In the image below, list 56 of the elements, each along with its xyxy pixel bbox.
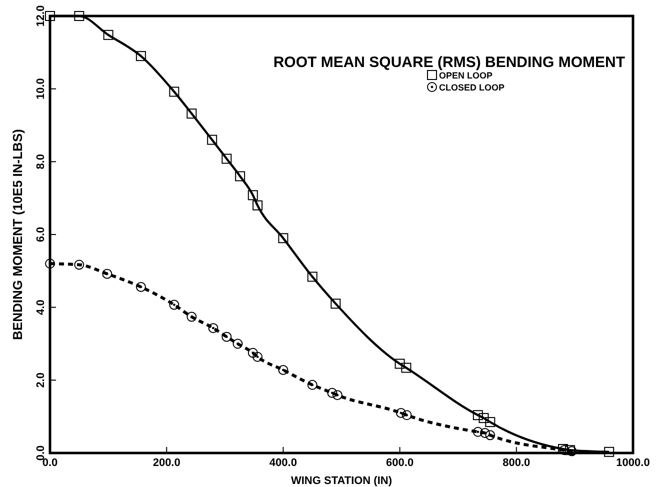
point [235, 171, 246, 182]
point [103, 30, 114, 40]
y-tick-label: 10.0 [35, 78, 47, 100]
y-tick-label: 12.0 [35, 5, 47, 27]
y-tick-label: 2.0 [35, 372, 47, 388]
point [102, 268, 112, 279]
point [396, 408, 406, 418]
y-tick-label: 4.0 [35, 300, 47, 315]
point [604, 446, 614, 457]
point [74, 260, 84, 270]
point [222, 154, 232, 164]
point [485, 417, 496, 428]
point [252, 200, 263, 210]
point [45, 11, 55, 21]
point [330, 298, 341, 309]
point [478, 413, 489, 424]
point [307, 272, 318, 282]
point [252, 352, 263, 362]
point [169, 86, 180, 97]
point [186, 312, 197, 322]
point [332, 390, 342, 400]
point [480, 428, 490, 438]
point [248, 190, 258, 200]
point [278, 364, 288, 375]
x-axis-title: WING STATION (IN) [290, 475, 392, 487]
y-axis-title: BENDING MOMENT (10E5 IN-LBS) [10, 129, 25, 340]
point [327, 388, 338, 398]
x-tick-label: 1000.0 [616, 457, 650, 469]
point [136, 282, 146, 292]
point [232, 338, 243, 349]
point [472, 426, 483, 437]
x-tick-label: 200.0 [152, 457, 180, 469]
point [136, 51, 146, 62]
legend-label: CLOSED LOOP [439, 82, 505, 92]
x-tick-label: 400.0 [269, 457, 297, 469]
text: ROOT MEAN SQUARE (RMS) BENDING MOMENT [273, 54, 625, 71]
point [45, 258, 55, 269]
point [472, 410, 483, 420]
y-tick-label: 8.0 [35, 154, 47, 170]
point [248, 348, 258, 358]
point [394, 358, 405, 369]
point [74, 11, 84, 21]
point [485, 430, 496, 440]
legend-label: OPEN LOOP [439, 70, 493, 80]
point [169, 300, 180, 310]
point [222, 332, 232, 342]
point [278, 233, 288, 244]
x-tick-label: 600.0 [386, 457, 414, 469]
point [402, 410, 412, 420]
y-tick-label: 6.0 [35, 226, 47, 242]
point [186, 108, 197, 119]
point [401, 362, 412, 373]
point [207, 134, 218, 145]
point [208, 323, 218, 334]
x-tick-label: 800.0 [502, 457, 530, 469]
point [307, 380, 318, 390]
